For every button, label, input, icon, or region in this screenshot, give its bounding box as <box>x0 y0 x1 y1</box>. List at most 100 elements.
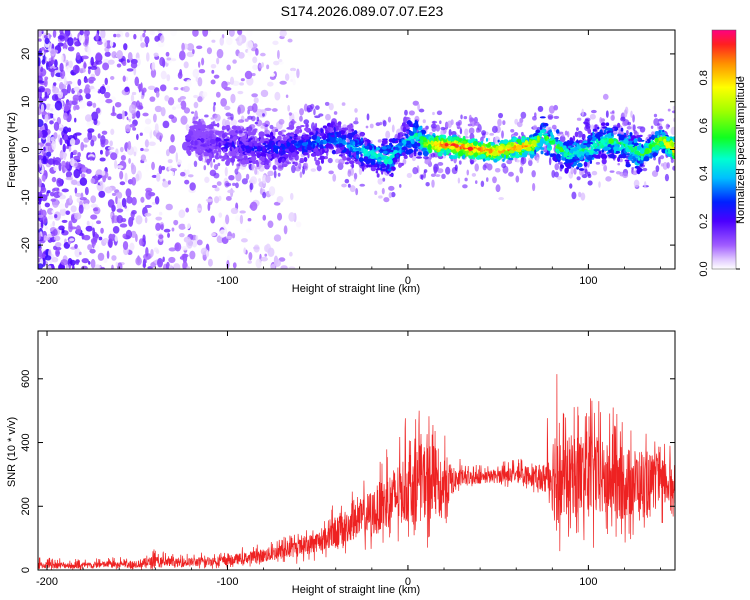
spectrogram-ridge-cell <box>233 132 238 136</box>
spectrogram-halo-cell <box>310 168 317 172</box>
spectrogram-noise-cell <box>252 64 259 71</box>
spectrogram-ridge-cell <box>231 125 238 130</box>
spectrogram-noise-cell <box>150 248 154 258</box>
spectrogram-ridge-cell <box>643 156 650 162</box>
spectrogram-halo-cell <box>387 116 392 123</box>
spectrogram-noise-cell <box>74 162 78 167</box>
spectrogram-ridge-cell <box>640 155 644 161</box>
spectrogram-noise-cell <box>288 266 296 269</box>
spectrogram-halo-cell <box>468 127 475 135</box>
spectrogram-ridge-cell <box>422 150 429 157</box>
spectrogram-noise-cell <box>113 159 118 169</box>
spectrogram-halo-cell <box>375 122 381 127</box>
spectrogram-noise-cell <box>161 166 166 171</box>
spectrogram-noise-cell <box>89 85 95 90</box>
spectrogram-noise-cell <box>51 257 59 263</box>
spectrogram-ridge-cell <box>397 132 401 139</box>
spectrogram-noise-cell <box>40 194 48 202</box>
spectrogram-noise-cell <box>198 69 206 74</box>
spectrogram-noise-cell <box>57 90 64 99</box>
spectrogram-halo-cell <box>501 130 504 139</box>
spectrogram-noise-cell <box>152 113 157 123</box>
spectrogram-noise-cell <box>41 149 45 155</box>
spectrogram-ridge-cell <box>452 151 458 154</box>
spectrogram-noise-cell <box>127 112 133 120</box>
spectrogram-ridge-cell <box>363 147 366 154</box>
spectrogram-ridge-cell <box>253 146 257 150</box>
spectrogram-noise-cell <box>47 158 55 165</box>
spectrogram-halo-cell <box>554 171 559 178</box>
spectrogram-noise-cell <box>129 123 136 128</box>
spectrogram-noise-cell <box>107 59 115 65</box>
spectrogram-halo-cell <box>445 166 451 175</box>
spectrogram-ridge-cell <box>461 140 467 144</box>
spectrogram-ridge-cell <box>196 146 201 149</box>
spectrogram-ridge-cell <box>233 144 236 149</box>
y-tick-label: 600 <box>20 370 32 388</box>
spectrogram-noise-cell <box>67 80 73 85</box>
spectrogram-noise-cell <box>251 72 256 77</box>
spectrogram-noise-cell <box>100 227 104 234</box>
spectrogram-ridge-cell <box>289 134 295 137</box>
spectrogram-ridge-cell <box>333 126 336 133</box>
spectrogram-noise-cell <box>145 189 152 200</box>
spectrogram-ridge-cell <box>596 126 600 130</box>
spectrogram-noise-cell <box>77 151 81 158</box>
spectrogram-noise-cell <box>78 100 86 109</box>
spectrogram-noise-cell <box>115 261 119 267</box>
spectrogram-noise-cell <box>67 46 75 52</box>
spectrogram-ridge-cell <box>402 122 406 127</box>
spectrogram-y-label: Frequency (Hz) <box>6 112 18 188</box>
spectrogram-ridge-cell <box>360 133 364 137</box>
spectrogram-ridge-cell <box>225 160 230 166</box>
spectrogram-ridge-cell <box>370 160 376 166</box>
spectrogram-ridge-cell <box>600 122 606 127</box>
spectrogram-halo-cell <box>213 164 219 171</box>
spectrogram-noise-cell <box>154 105 163 113</box>
spectrogram-noise-cell <box>59 137 63 146</box>
spectrogram-halo-cell <box>481 130 487 136</box>
x-tick-label: -100 <box>216 576 238 588</box>
spectrogram-halo-cell <box>354 108 358 113</box>
spectrogram-noise-cell <box>122 75 126 82</box>
spectrogram-noise-cell <box>173 219 179 226</box>
spectrogram-noise-cell <box>253 43 258 48</box>
spectrogram-halo-cell <box>554 163 560 171</box>
spectrogram-noise-cell <box>51 176 57 183</box>
spectrogram-halo-cell <box>672 105 675 111</box>
spectrogram-ridge-cell <box>421 147 427 152</box>
spectrogram-ridge-cell <box>651 142 657 145</box>
spectrogram-ridge-cell <box>289 138 292 142</box>
spectrogram-halo-cell <box>632 114 635 123</box>
spectrogram-halo-cell <box>353 172 358 180</box>
spectrogram-ridge-cell <box>648 143 653 149</box>
spectrogram-noise-cell <box>128 158 131 164</box>
spectrogram-noise-cell <box>97 252 105 261</box>
spectrogram-ridge-cell <box>391 166 396 171</box>
spectrogram-ridge-cell <box>358 140 364 146</box>
spectrogram-noise-cell <box>96 220 102 225</box>
spectrogram-ridge-cell <box>528 139 532 145</box>
spectrogram-halo-cell <box>391 124 395 133</box>
spectrogram-halo-cell <box>347 170 352 177</box>
spectrogram-noise-cell <box>210 232 217 237</box>
spectrogram-ridge-cell <box>276 135 282 142</box>
spectrogram-ridge-cell <box>301 145 305 152</box>
spectrogram-noise-cell <box>160 35 165 43</box>
spectrogram-noise-cell <box>143 30 147 34</box>
spectrogram-noise-cell <box>92 102 97 108</box>
spectrogram-ridge-cell <box>429 138 435 142</box>
spectrogram-ridge-cell <box>218 142 221 148</box>
spectrogram-ridge-cell <box>265 134 272 138</box>
spectrogram-ridge-cell <box>277 130 283 136</box>
spectrogram-halo-cell <box>626 126 632 130</box>
spectrogram-ridge-cell <box>236 127 241 130</box>
spectrogram-noise-cell <box>65 170 73 179</box>
spectrogram-ridge-cell <box>263 140 269 144</box>
spectrogram-ridge-cell <box>461 154 466 160</box>
spectrogram-ridge-cell <box>434 136 438 143</box>
spectrogram-noise-cell <box>130 162 134 170</box>
spectrogram-halo-cell <box>559 135 566 143</box>
spectrogram-noise-cell <box>40 126 44 130</box>
